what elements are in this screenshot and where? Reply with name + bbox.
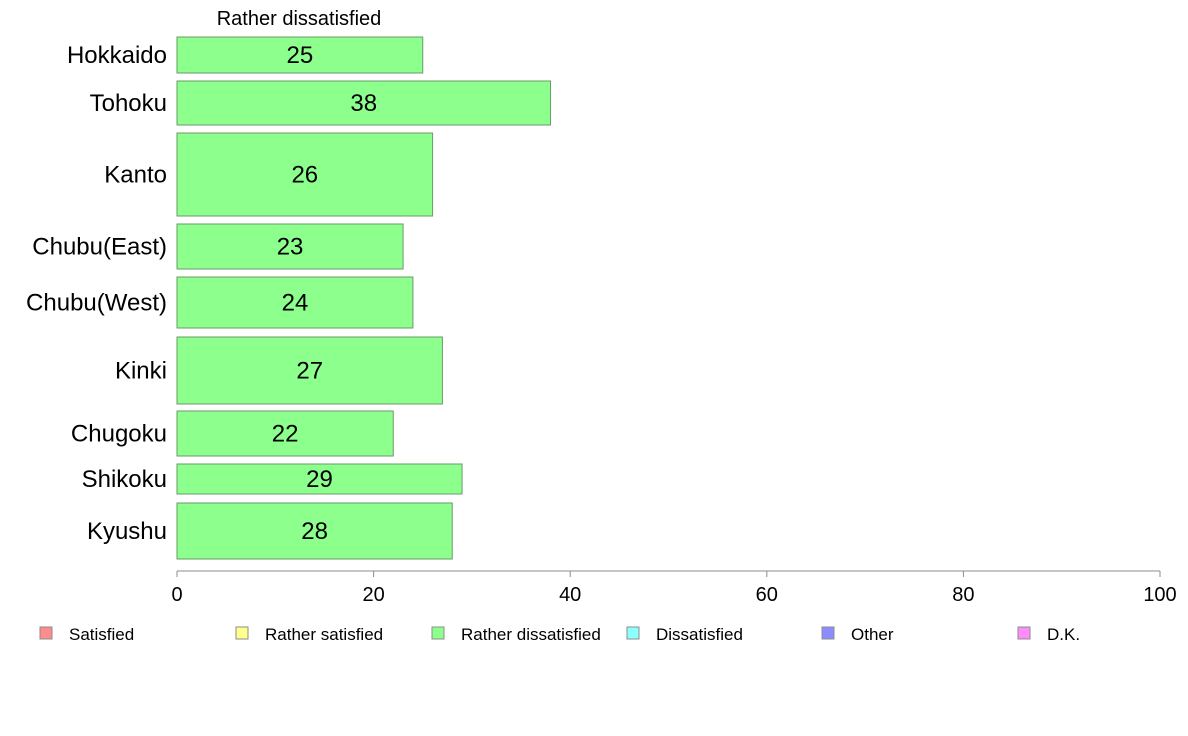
legend-label: Rather satisfied [265, 625, 383, 644]
data-label: 38 [350, 90, 377, 117]
legend-swatch [626, 626, 640, 640]
legend-swatch [235, 626, 249, 640]
legend-label: Other [851, 625, 894, 644]
data-label: 27 [296, 358, 323, 385]
category-label: Kinki [115, 358, 167, 385]
data-label: 28 [301, 518, 328, 545]
data-label: 24 [282, 290, 309, 317]
category-label: Kanto [104, 162, 167, 189]
bar [176, 36, 424, 74]
data-label: 29 [306, 466, 333, 493]
legend: Satisfied Rather satisfied Rather dissatis… [39, 625, 1080, 644]
x-tick-label: 80 [952, 584, 974, 606]
bar [176, 132, 434, 217]
category-label: Hokkaido [67, 42, 167, 69]
legend-swatch [39, 626, 53, 640]
legend-label: Rather dissatisfied [461, 625, 601, 644]
x-tick-label: 40 [559, 584, 581, 606]
x-tick-label: 0 [171, 584, 182, 606]
data-label: 26 [291, 162, 318, 189]
category-label: Chubu(West) [26, 290, 167, 317]
bar [176, 410, 394, 457]
bar [176, 463, 463, 495]
x-tick-label: 60 [756, 584, 778, 606]
legend-label: Satisfied [69, 625, 134, 644]
category-label: Kyushu [87, 518, 167, 545]
bar [176, 276, 414, 329]
bar [176, 80, 552, 126]
legend-swatch [431, 626, 445, 640]
legend-label: D.K. [1047, 625, 1080, 644]
category-label: Shikoku [82, 466, 167, 493]
legend-swatch [821, 626, 835, 640]
data-label: 25 [287, 42, 314, 69]
x-axis: 0 20 40 60 80 100 [171, 570, 1177, 606]
legend-swatch [1017, 626, 1031, 640]
legend-label: Dissatisfied [656, 625, 743, 644]
data-label: 22 [272, 421, 299, 448]
category-label: Chugoku [71, 421, 167, 448]
bar [176, 223, 404, 270]
bar [176, 336, 443, 405]
x-tick-label: 20 [362, 584, 384, 606]
x-tick-label: 100 [1143, 584, 1176, 606]
category-label: Chubu(East) [32, 234, 167, 261]
data-label: 23 [277, 234, 304, 261]
chart-title: Rather dissatisfied [217, 8, 382, 30]
bar [176, 502, 453, 560]
category-label: Tohoku [90, 90, 167, 117]
bars-layer: Hokkaido 25 Tohoku 38 Kanto 26 Chubu(East) 23 Ch… [26, 36, 552, 560]
